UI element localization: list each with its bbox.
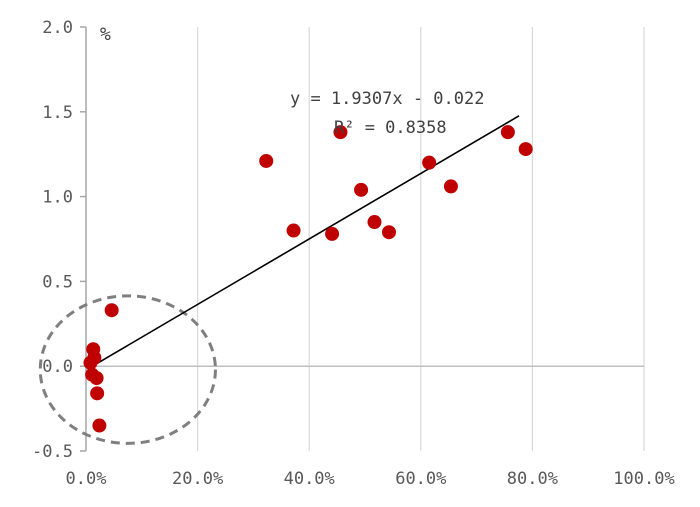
data-point	[443, 179, 458, 194]
data-point	[325, 226, 340, 241]
y-tick-label: 2.0	[42, 18, 73, 38]
axis-layer	[80, 26, 644, 452]
data-point	[259, 153, 274, 168]
data-point	[518, 142, 533, 157]
y-tick-label: -0.5	[32, 442, 73, 462]
data-point	[92, 418, 107, 433]
annotation-layer	[38, 294, 217, 445]
data-point	[90, 386, 105, 401]
trendline-layer	[88, 115, 520, 369]
trendline-r-squared: R² = 0.8358	[334, 118, 447, 138]
data-point	[104, 303, 119, 318]
x-tick-label: 20.0%	[172, 469, 223, 489]
data-point	[333, 125, 348, 140]
y-tick-label: 0.0	[42, 357, 73, 377]
data-point	[367, 215, 382, 230]
trendline-equation: y = 1.9307x - 0.022	[290, 89, 484, 109]
data-point	[286, 223, 301, 238]
x-tick-label: 100.0%	[613, 469, 674, 489]
y-tick-label: 1.5	[42, 103, 73, 123]
data-point	[422, 155, 437, 170]
x-tick-label: 60.0%	[395, 469, 446, 489]
data-point	[89, 371, 104, 386]
x-tick-label: 0.0%	[66, 469, 107, 489]
x-tick-label: 40.0%	[284, 469, 335, 489]
data-point	[354, 182, 369, 197]
data-point	[83, 355, 98, 370]
labels-layer: % y = 1.9307x - 0.022 R² = 0.8358 2.0 1.5…	[32, 18, 675, 489]
grid-layer	[197, 27, 645, 451]
points-layer	[83, 125, 533, 433]
x-tick-label: 80.0%	[507, 469, 558, 489]
y-unit-label: %	[100, 24, 111, 45]
y-tick-label: 1.0	[42, 188, 73, 208]
annotation-ellipse	[38, 294, 217, 445]
trendline	[88, 115, 520, 369]
data-point	[381, 225, 396, 240]
y-tick-label: 0.5	[42, 272, 73, 292]
data-point	[500, 125, 515, 140]
